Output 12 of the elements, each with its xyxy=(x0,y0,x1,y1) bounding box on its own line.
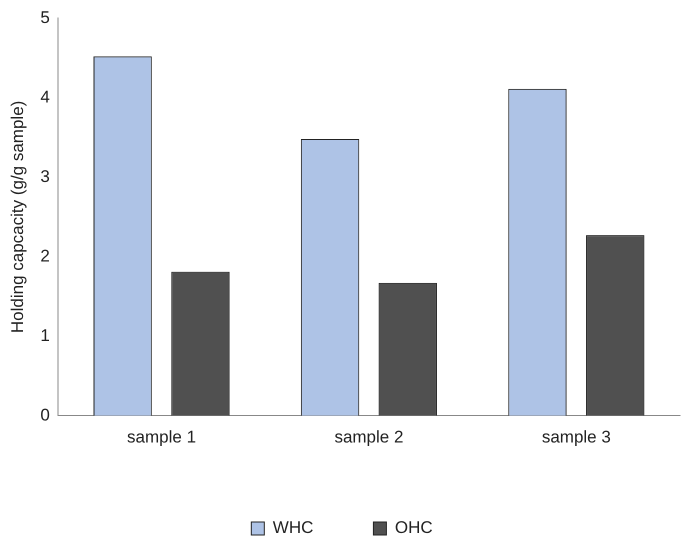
y-axis-title: Holding capcacity (g/g sample) xyxy=(8,100,27,334)
y-tick-label: 5 xyxy=(40,8,50,27)
x-tick-label: sample 3 xyxy=(542,427,611,446)
y-tick-label: 2 xyxy=(40,246,50,266)
y-tick-label: 4 xyxy=(40,87,50,106)
legend-label: WHC xyxy=(272,518,314,538)
y-tick-label: 0 xyxy=(40,405,50,424)
y-tick-label: 1 xyxy=(40,326,50,345)
legend-label: OHC xyxy=(394,518,433,538)
y-tick-label: 3 xyxy=(40,166,50,186)
x-tick-label: sample 1 xyxy=(127,427,196,446)
x-tick-label: sample 2 xyxy=(334,427,404,446)
